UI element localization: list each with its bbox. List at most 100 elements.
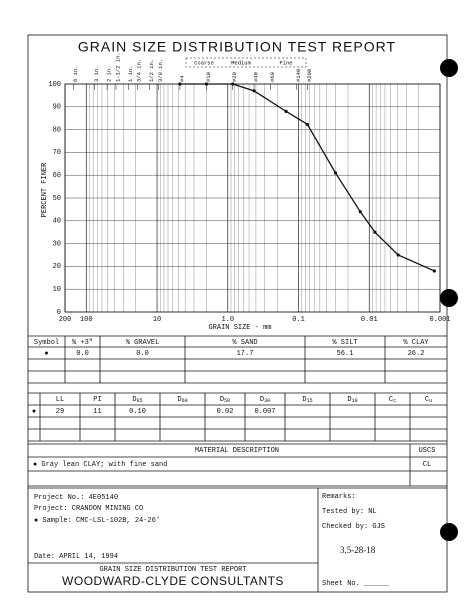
y-tick-label: 70: [53, 149, 61, 157]
binder-hole: [440, 289, 458, 307]
y-tick-label: 90: [53, 104, 61, 112]
sieve-label: #200: [306, 69, 313, 82]
sieve-label: #4: [178, 75, 185, 82]
sieve-label: 6 in.: [72, 65, 79, 82]
data-point: [231, 82, 235, 86]
page-border: [27, 34, 448, 593]
limits-header: LL: [56, 396, 64, 404]
header-main: D: [177, 396, 181, 404]
header-sub: 50: [224, 398, 230, 404]
header-sub: 30: [264, 398, 270, 404]
limits-header: Cu: [425, 396, 432, 404]
summary-header: % CLAY: [403, 339, 429, 347]
x-axis-label: GRAIN SIZE - mm: [208, 324, 271, 332]
header-main: D: [302, 396, 306, 404]
sieve-label: #20: [231, 72, 238, 82]
header-sub: 15: [307, 398, 313, 404]
binder-hole: [440, 523, 458, 541]
grid: [64, 83, 441, 313]
summary-cell: 0.0: [136, 350, 149, 358]
tables: Symbol % +3" % GRAVEL % SAND % SILT % CLAY ● 0.…: [28, 335, 447, 592]
sieve-label: #10: [205, 72, 212, 82]
row-symbol: ●: [32, 408, 36, 416]
y-tick-label: 80: [53, 126, 61, 134]
report-title: GRAIN SIZE DISTRIBUTION TEST REPORT: [78, 39, 396, 55]
limits-header: PI: [93, 396, 101, 404]
summary-header: Symbol: [34, 339, 59, 347]
limits-header: D85: [132, 396, 142, 404]
date: Date: APRIL 14, 1994: [34, 553, 118, 561]
sample: ● Sample: CMC-LSL-102B, 24-26': [34, 517, 160, 525]
plot-frame: [64, 83, 441, 313]
material-header: MATERIAL DESCRIPTION: [195, 447, 279, 455]
uscs-header: USCS: [419, 447, 436, 455]
y-tick-label: 10: [53, 286, 61, 294]
sand-fraction: Coarse: [194, 59, 214, 66]
limits-cell: 29: [56, 408, 64, 416]
summary-header: % +3": [72, 339, 93, 347]
y-tick-label: 50: [53, 195, 61, 203]
y-tick-label: 60: [53, 172, 61, 180]
header-main: PI: [93, 396, 101, 404]
x-tick-label: 10: [153, 316, 161, 324]
x-tick-label: 100: [80, 316, 93, 324]
sand-box: [185, 57, 307, 68]
data-point: [358, 210, 362, 214]
limits-cell: 0.10: [129, 408, 146, 416]
material-description: ● Gray lean CLAY; with fine sand: [33, 461, 167, 469]
sheet-number: Sheet No. ______: [322, 580, 390, 588]
project-number: Project No.: 4E05140: [34, 494, 118, 502]
sieve-label: 1 in.: [127, 65, 134, 82]
header-sub: 85: [137, 398, 143, 404]
summary-cell: 17.7: [237, 350, 254, 358]
limits-header: D30: [260, 396, 270, 404]
y-axis-label: PERCENT FINER: [41, 162, 49, 217]
remarks: Remarks:: [322, 493, 356, 501]
sieve-label: #40: [253, 72, 260, 82]
summary-cell: 26.2: [408, 350, 425, 358]
y-tick-label: 0: [57, 309, 61, 317]
y-tick-label: 30: [53, 240, 61, 248]
header-main: LL: [56, 396, 64, 404]
header-main: D: [132, 396, 136, 404]
limits-cell: 11: [93, 408, 101, 416]
data-point: [373, 230, 377, 234]
header-sub: 60: [182, 398, 188, 404]
tested-by: Tested by: NL: [322, 508, 377, 516]
sieve-label: #140: [295, 69, 302, 82]
data-point: [333, 171, 338, 175]
sieve-label: 1/2 in.: [148, 59, 155, 82]
y-tick-label: 100: [48, 81, 61, 89]
summary-cell: 56.1: [337, 350, 354, 358]
x-tick-label: 200: [59, 316, 72, 324]
footer-company: WOODWARD-CLYDE CONSULTANTS: [62, 574, 284, 588]
sieve-label: 2 in.: [106, 65, 113, 82]
data-point: [204, 82, 209, 86]
data-point: [178, 82, 182, 86]
y-tick-label: 20: [53, 263, 61, 271]
sieve-label: #60: [269, 72, 276, 82]
summary-header: % SILT: [332, 339, 357, 347]
sand-fraction: Fine: [279, 59, 292, 66]
x-tick-label: 0.1: [292, 316, 305, 324]
checked-by: Checked by: GJS: [322, 523, 385, 531]
data-point: [432, 269, 436, 273]
limits-cell: 0.02: [217, 408, 234, 416]
limits-header: Cc: [389, 396, 396, 404]
header-sub: 10: [352, 398, 358, 404]
sieve-label: 3/4 in.: [136, 59, 143, 82]
footer-report: GRAIN SIZE DISTRIBUTION TEST REPORT: [99, 566, 246, 574]
summary-cell: ●: [44, 350, 48, 358]
summary-header: % SAND: [232, 339, 257, 347]
limits-header: D10: [347, 396, 357, 404]
header-main: D: [260, 396, 264, 404]
project-name: Project: CRANDON MINING CO: [34, 505, 143, 513]
data-point: [252, 89, 256, 93]
sand-fraction: Medium: [231, 59, 252, 66]
binder-hole: [440, 59, 458, 77]
sieve-label: 3/8 in.: [157, 59, 164, 82]
header-main: C: [425, 396, 429, 404]
uscs-value: CL: [423, 461, 431, 469]
